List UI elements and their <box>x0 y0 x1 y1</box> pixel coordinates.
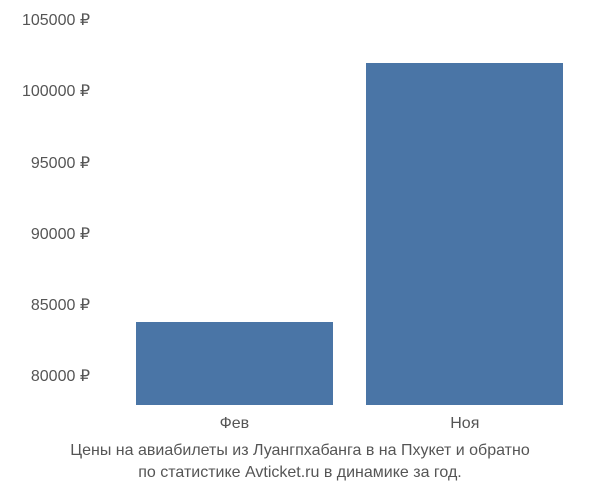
caption-line-2: по статистике Avticket.ru в динамике за … <box>138 464 462 481</box>
y-tick-label: 105000 ₽ <box>22 10 90 30</box>
y-tick-label: 100000 ₽ <box>22 81 90 101</box>
caption-line-1: Цены на авиабилеты из Луангпхабанга в на… <box>70 442 529 459</box>
bar <box>136 322 333 405</box>
plot-region: 80000 ₽ 85000 ₽ 90000 ₽ 95000 ₽ 100000 ₽… <box>100 20 580 405</box>
y-tick-label: 95000 ₽ <box>31 153 90 173</box>
y-tick-label: 80000 ₽ <box>31 366 90 386</box>
y-tick-label: 90000 ₽ <box>31 224 90 244</box>
x-tick-label: Фев <box>220 415 250 433</box>
chart-caption: Цены на авиабилеты из Луангпхабанга в на… <box>0 440 600 483</box>
chart-area: 80000 ₽ 85000 ₽ 90000 ₽ 95000 ₽ 100000 ₽… <box>100 20 580 405</box>
y-tick-label: 85000 ₽ <box>31 295 90 315</box>
bar <box>366 63 563 405</box>
x-tick-label: Ноя <box>450 415 479 433</box>
